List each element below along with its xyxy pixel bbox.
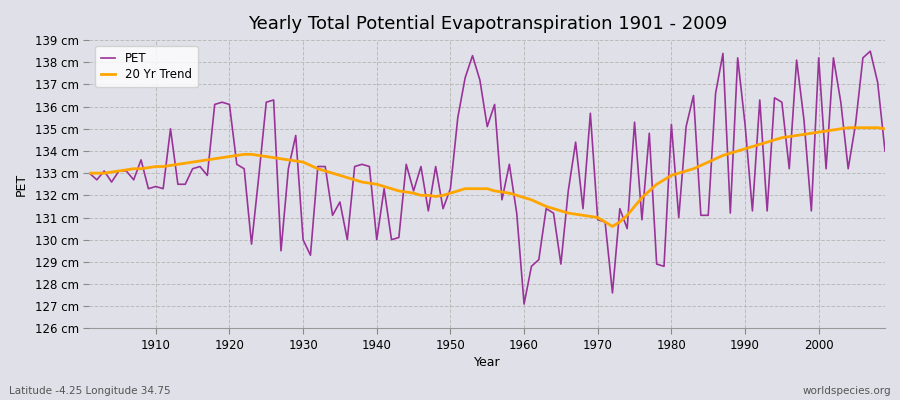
20 Yr Trend xyxy=(305,163,316,168)
20 Yr Trend xyxy=(608,224,618,229)
Text: Latitude -4.25 Longitude 34.75: Latitude -4.25 Longitude 34.75 xyxy=(9,386,171,396)
20 Yr Trend xyxy=(842,125,853,130)
PET xyxy=(143,186,154,191)
PET xyxy=(615,206,626,211)
PET xyxy=(526,264,536,269)
Line: PET: PET xyxy=(89,51,885,304)
20 Yr Trend xyxy=(349,178,360,182)
Line: 20 Yr Trend: 20 Yr Trend xyxy=(89,128,885,226)
20 Yr Trend xyxy=(143,165,154,170)
20 Yr Trend xyxy=(879,126,890,131)
20 Yr Trend xyxy=(518,195,529,200)
PET xyxy=(305,253,316,258)
PET xyxy=(879,148,890,153)
PET xyxy=(349,164,360,169)
Legend: PET, 20 Yr Trend: PET, 20 Yr Trend xyxy=(95,46,198,87)
PET xyxy=(865,49,876,54)
20 Yr Trend xyxy=(615,220,626,224)
20 Yr Trend xyxy=(511,193,522,198)
Text: worldspecies.org: worldspecies.org xyxy=(803,386,891,396)
PET xyxy=(511,211,522,216)
20 Yr Trend xyxy=(84,171,94,176)
PET xyxy=(84,171,94,176)
Y-axis label: PET: PET xyxy=(15,173,28,196)
X-axis label: Year: Year xyxy=(474,356,500,369)
Title: Yearly Total Potential Evapotranspiration 1901 - 2009: Yearly Total Potential Evapotranspiratio… xyxy=(248,15,727,33)
PET xyxy=(518,302,529,306)
